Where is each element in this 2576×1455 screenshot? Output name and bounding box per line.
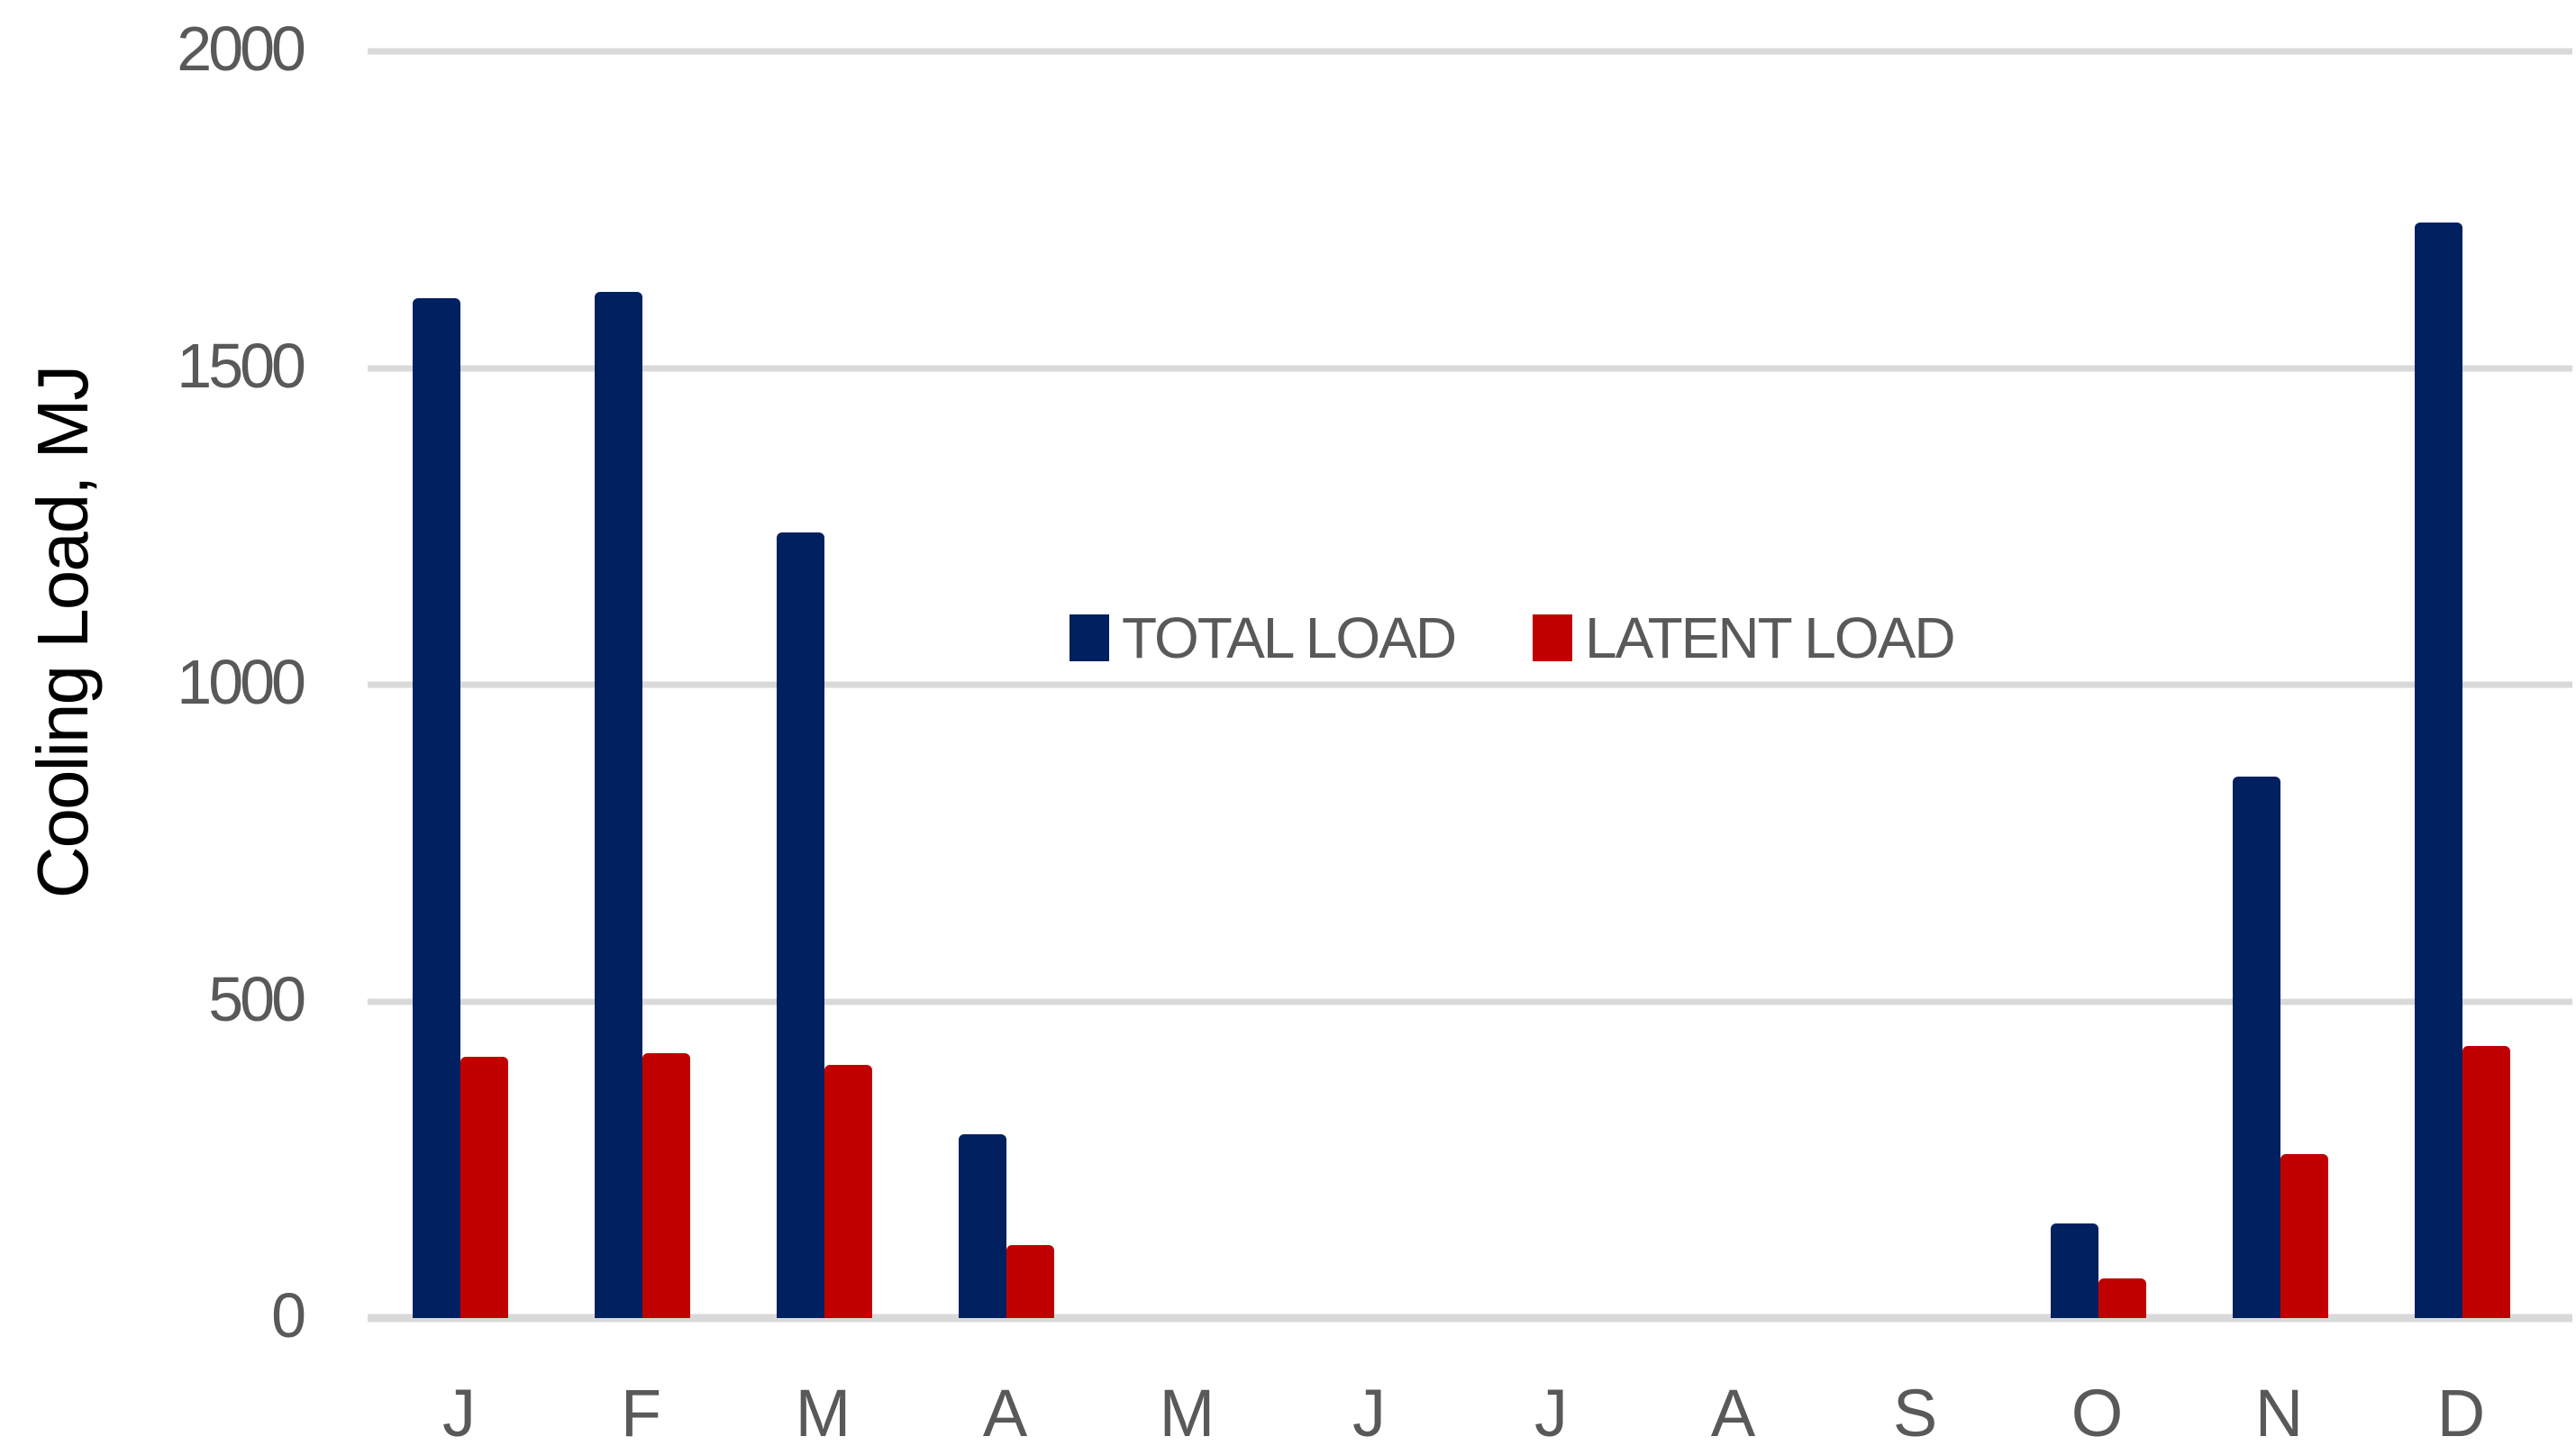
bar-total-load-11 — [2232, 776, 2280, 1318]
legend-entry-total-load: TOTAL LOAD — [1070, 605, 1457, 670]
bar-latent-load-12 — [2462, 1045, 2510, 1318]
legend-label: LATENT LOAD — [1585, 605, 1956, 670]
x-tick-label-1: J — [442, 1376, 476, 1450]
x-tick-label-11: N — [2254, 1376, 2304, 1450]
y-tick-label-500: 500 — [208, 963, 306, 1034]
x-tick-label-12: D — [2436, 1376, 2486, 1450]
gridline-1500 — [368, 365, 2572, 371]
bar-total-load-10 — [2050, 1223, 2098, 1318]
bar-latent-load-1 — [460, 1056, 508, 1318]
bar-latent-load-10 — [2098, 1278, 2146, 1318]
bar-latent-load-4 — [1006, 1245, 1054, 1318]
bar-latent-load-2 — [642, 1053, 690, 1318]
legend-swatch-icon — [1533, 614, 1573, 661]
bar-total-load-2 — [594, 292, 642, 1318]
bar-total-load-3 — [776, 532, 824, 1318]
y-tick-label-0: 0 — [271, 1280, 306, 1351]
legend: TOTAL LOAD LATENT LOAD — [1070, 605, 1956, 670]
bar-total-load-4 — [958, 1134, 1006, 1318]
gridline-500 — [368, 998, 2572, 1005]
legend-label: TOTAL LOAD — [1122, 605, 1457, 670]
bar-latent-load-11 — [2280, 1153, 2328, 1318]
x-axis-line — [368, 1314, 2572, 1323]
x-tick-label-9: S — [1892, 1376, 1938, 1450]
x-tick-label-7: J — [1534, 1376, 1568, 1450]
legend-swatch-icon — [1070, 614, 1109, 661]
bar-total-load-1 — [412, 298, 460, 1318]
y-axis-title: Cooling Load, MJ — [23, 366, 103, 899]
gridline-1000 — [368, 681, 2572, 688]
x-tick-label-6: J — [1352, 1376, 1386, 1450]
x-tick-label-10: O — [2071, 1376, 2124, 1450]
x-tick-label-8: A — [1710, 1376, 1756, 1450]
x-tick-label-3: M — [795, 1376, 851, 1450]
legend-entry-latent-load: LATENT LOAD — [1533, 605, 1956, 670]
x-tick-label-5: M — [1159, 1376, 1215, 1450]
y-tick-label-1000: 1000 — [177, 647, 306, 718]
x-tick-label-2: F — [620, 1376, 662, 1450]
x-tick-label-4: A — [982, 1376, 1028, 1450]
y-tick-label-2000: 2000 — [177, 14, 306, 85]
gridline-2000 — [368, 48, 2572, 55]
bar-latent-load-3 — [824, 1064, 872, 1318]
y-tick-label-1500: 1500 — [177, 330, 306, 401]
bar-total-load-12 — [2414, 222, 2462, 1318]
